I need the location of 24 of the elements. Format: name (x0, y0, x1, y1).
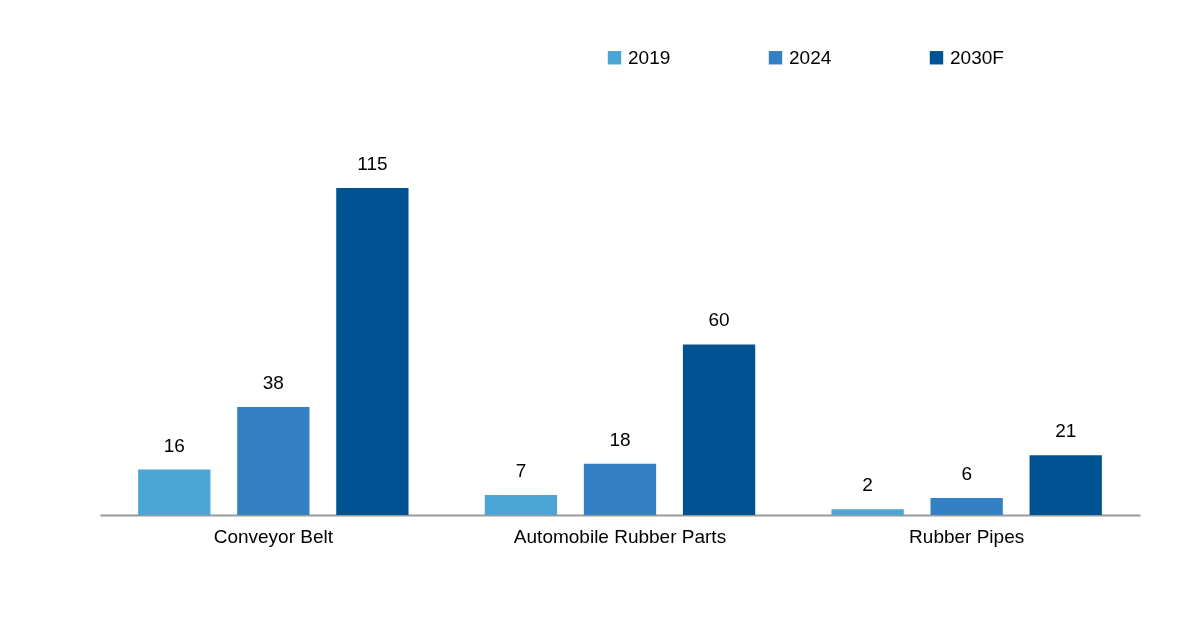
x-tick-label: Conveyor Belt (213, 525, 334, 547)
x-tick-label: Automobile Rubber Parts (513, 525, 727, 547)
bar (583, 463, 657, 515)
data-label: 21 (1055, 420, 1077, 442)
bar (336, 188, 409, 515)
data-label: 2 (862, 474, 873, 496)
data-label: 38 (262, 371, 284, 393)
data-label: 16 (163, 434, 185, 456)
bar (930, 497, 1003, 515)
x-tick-label: Rubber Pipes (909, 525, 1025, 547)
bar (1029, 455, 1102, 515)
data-label: 60 (708, 309, 730, 331)
data-label: 115 (357, 153, 388, 174)
bar (682, 344, 756, 515)
data-label: 18 (609, 428, 631, 450)
legend-label: 2024 (789, 46, 832, 68)
legend-label: 2019 (628, 46, 671, 68)
data-label: 7 (515, 460, 527, 482)
bar (237, 406, 310, 515)
data-label: 6 (961, 462, 972, 484)
bar (484, 495, 558, 515)
bar (138, 469, 211, 515)
legend-label: 2030F (950, 46, 1004, 68)
bar (831, 509, 904, 515)
